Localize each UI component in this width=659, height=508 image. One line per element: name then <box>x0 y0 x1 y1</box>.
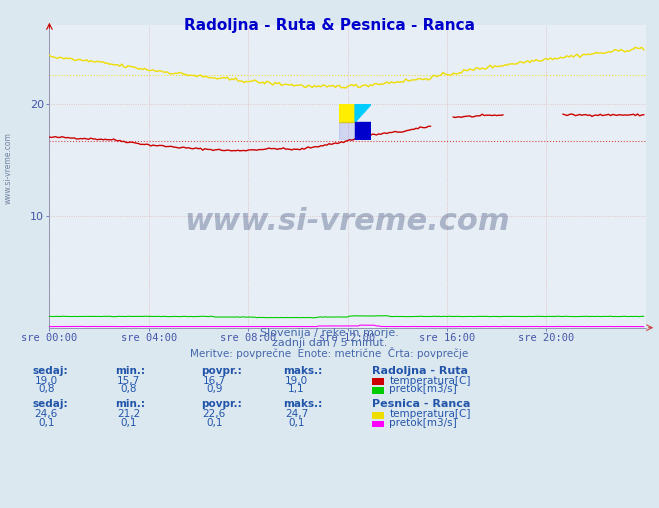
Text: 24,7: 24,7 <box>285 409 308 419</box>
Text: Radoljna - Ruta: Radoljna - Ruta <box>372 366 469 376</box>
Text: www.si-vreme.com: www.si-vreme.com <box>3 132 13 204</box>
Text: 16,7: 16,7 <box>202 375 226 386</box>
Text: temperatura[C]: temperatura[C] <box>389 375 471 386</box>
Polygon shape <box>355 122 372 140</box>
Text: min.:: min.: <box>115 399 146 409</box>
Polygon shape <box>339 104 355 122</box>
Polygon shape <box>339 104 355 122</box>
Text: Radoljna - Ruta & Pesnica - Ranca: Radoljna - Ruta & Pesnica - Ranca <box>184 18 475 33</box>
Text: www.si-vreme.com: www.si-vreme.com <box>185 207 511 236</box>
Text: Slovenija / reke in morje.: Slovenija / reke in morje. <box>260 328 399 338</box>
Text: 0,1: 0,1 <box>288 418 305 428</box>
Text: 21,2: 21,2 <box>117 409 140 419</box>
Text: Meritve: povprečne  Enote: metrične  Črta: povprečje: Meritve: povprečne Enote: metrične Črta:… <box>190 346 469 359</box>
Text: 24,6: 24,6 <box>34 409 58 419</box>
Text: 22,6: 22,6 <box>202 409 226 419</box>
Text: 0,1: 0,1 <box>120 418 137 428</box>
Text: povpr.:: povpr.: <box>201 399 242 409</box>
Text: sedaj:: sedaj: <box>33 366 69 376</box>
Text: maks.:: maks.: <box>283 366 323 376</box>
Text: Pesnica - Ranca: Pesnica - Ranca <box>372 399 471 409</box>
Text: 0,1: 0,1 <box>38 418 55 428</box>
Text: pretok[m3/s]: pretok[m3/s] <box>389 418 457 428</box>
Text: 19,0: 19,0 <box>34 375 58 386</box>
Text: sedaj:: sedaj: <box>33 399 69 409</box>
Text: 0,8: 0,8 <box>120 384 137 394</box>
Text: 15,7: 15,7 <box>117 375 140 386</box>
Text: temperatura[C]: temperatura[C] <box>389 409 471 419</box>
Text: 19,0: 19,0 <box>285 375 308 386</box>
Text: maks.:: maks.: <box>283 399 323 409</box>
Polygon shape <box>355 104 372 122</box>
Text: 0,8: 0,8 <box>38 384 55 394</box>
Text: pretok[m3/s]: pretok[m3/s] <box>389 384 457 394</box>
Text: min.:: min.: <box>115 366 146 376</box>
Text: zadnji dan / 5 minut.: zadnji dan / 5 minut. <box>272 338 387 348</box>
Text: povpr.:: povpr.: <box>201 366 242 376</box>
Text: 1,1: 1,1 <box>288 384 305 394</box>
Text: 0,9: 0,9 <box>206 384 223 394</box>
Text: 0,1: 0,1 <box>206 418 223 428</box>
Bar <box>339 122 355 140</box>
